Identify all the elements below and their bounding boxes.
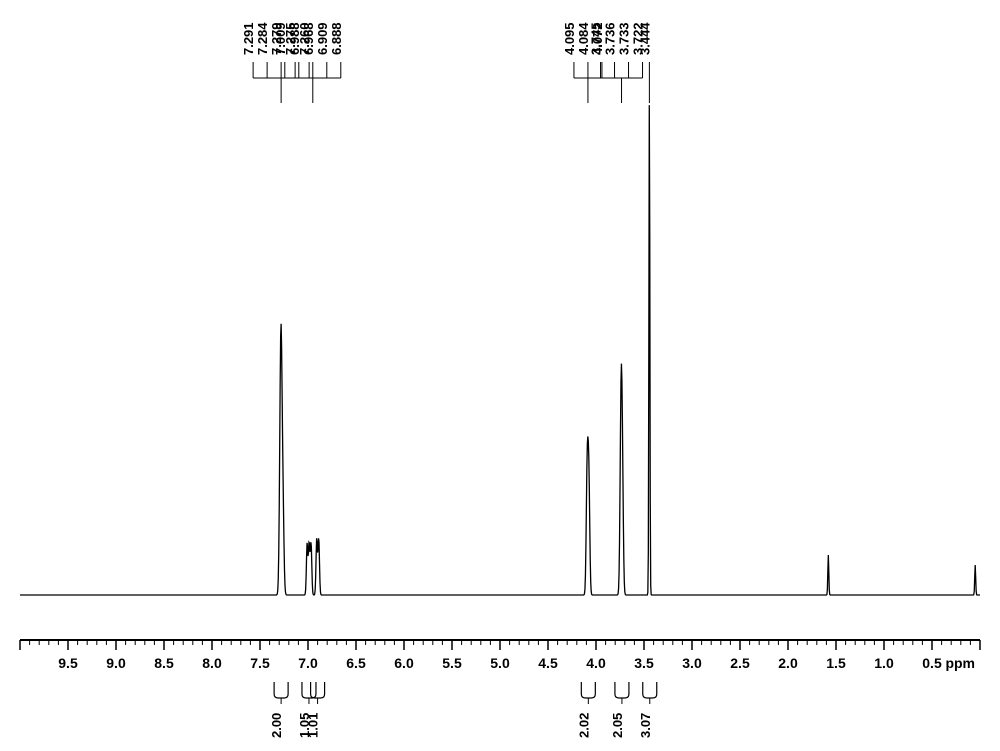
svg-text:7.0: 7.0	[298, 655, 318, 671]
svg-text:3.733: 3.733	[617, 22, 632, 55]
svg-text:4.095: 4.095	[562, 22, 577, 55]
svg-text:7.284: 7.284	[255, 22, 270, 55]
svg-text:3.07: 3.07	[638, 713, 653, 738]
svg-text:2.5: 2.5	[730, 655, 750, 671]
svg-text:7.5: 7.5	[250, 655, 270, 671]
svg-text:7.009: 7.009	[273, 22, 288, 55]
svg-text:1.01: 1.01	[306, 713, 321, 738]
svg-text:3.745: 3.745	[589, 22, 604, 55]
svg-text:2.02: 2.02	[576, 713, 591, 738]
svg-text:8.5: 8.5	[154, 655, 174, 671]
nmr-spectrum-chart: 9.5 9.0 8.5 8.0 7.5 7.0 6.5 6.0 5.5 5.0 4.5 4.0 3.5 3…	[0, 0, 1000, 751]
svg-text:3.0: 3.0	[682, 655, 702, 671]
svg-text:6.909: 6.909	[315, 22, 330, 55]
svg-text:ppm: ppm	[945, 655, 975, 671]
svg-text:6.988: 6.988	[287, 22, 302, 55]
svg-text:5.5: 5.5	[442, 655, 462, 671]
svg-text:2.0: 2.0	[778, 655, 798, 671]
svg-text:9.0: 9.0	[106, 655, 126, 671]
svg-text:6.888: 6.888	[329, 22, 344, 55]
svg-text:2.05: 2.05	[610, 713, 625, 738]
svg-text:9.5: 9.5	[58, 655, 78, 671]
svg-text:3.444: 3.444	[637, 22, 652, 55]
svg-text:6.5: 6.5	[346, 655, 366, 671]
svg-text:8.0: 8.0	[202, 655, 222, 671]
svg-text:3.736: 3.736	[603, 22, 618, 55]
svg-text:1.0: 1.0	[874, 655, 894, 671]
svg-text:1.5: 1.5	[826, 655, 846, 671]
svg-text:4.0: 4.0	[586, 655, 606, 671]
svg-text:5.0: 5.0	[490, 655, 510, 671]
svg-text:7.291: 7.291	[241, 22, 256, 55]
svg-text:6.0: 6.0	[394, 655, 414, 671]
svg-text:6.968: 6.968	[301, 22, 316, 55]
svg-text:3.5: 3.5	[634, 655, 654, 671]
svg-text:4.5: 4.5	[538, 655, 558, 671]
svg-text:0.5: 0.5	[922, 655, 942, 671]
spectrum-canvas: 9.5 9.0 8.5 8.0 7.5 7.0 6.5 6.0 5.5 5.0 4.5 4.0 3.5 3…	[0, 0, 1000, 751]
svg-text:2.00: 2.00	[269, 713, 284, 738]
